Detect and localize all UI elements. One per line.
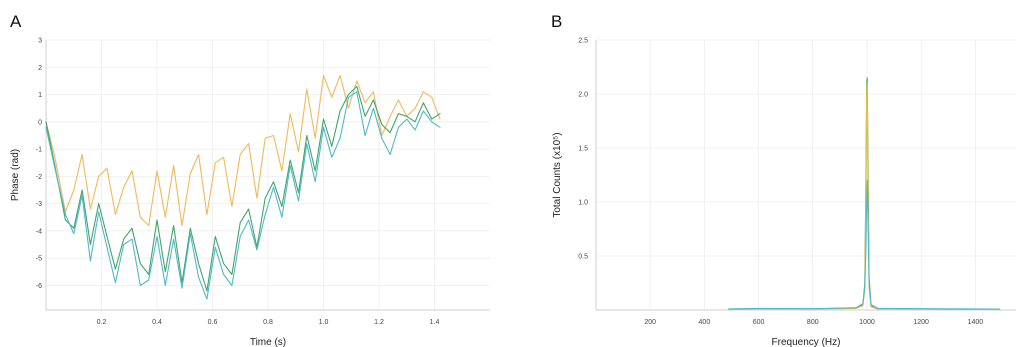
x-tick-label: 200 — [644, 319, 656, 326]
y-tick-label: -1 — [36, 147, 42, 154]
x-tick-label: 1.4 — [430, 319, 440, 326]
x-tick-label: 1200 — [913, 319, 929, 326]
y-tick-label: 0 — [38, 119, 42, 126]
series-line-3 — [728, 179, 1001, 310]
x-tick-label: 0.6 — [208, 319, 218, 326]
chart-b: 200 400 600 800 1000 1200 1400 2.5 2.0 1.5 1.0 0.5 F… — [552, 38, 1016, 347]
y-tick-label: 1.0 — [578, 200, 588, 207]
y-tick-label: 3 — [38, 38, 42, 45]
series-line-1 — [45, 74, 441, 227]
y-tick-label: -5 — [36, 256, 42, 263]
y-tick-label: 2 — [38, 65, 42, 72]
x-tick-label: 0.2 — [97, 319, 107, 326]
x-tick-label: 400 — [699, 319, 711, 326]
series-line-2 — [45, 85, 441, 292]
x-axis-title: Frequency (Hz) — [772, 337, 841, 347]
panel-b-label: B — [551, 12, 562, 31]
y-tick-label: -6 — [36, 283, 42, 290]
x-axis-title: Time (s) — [250, 337, 286, 347]
y-tick-label: 2.5 — [578, 38, 588, 45]
y-axis-title: Phase (rad) — [10, 149, 21, 201]
y-tick-label: 2.0 — [578, 92, 588, 99]
panel-a-label: A — [10, 12, 22, 31]
y-tick-label: -4 — [36, 228, 42, 235]
y-tick-label: 1.5 — [578, 146, 588, 153]
y-tick-label: 0.5 — [578, 254, 588, 261]
x-tick-label: 600 — [753, 319, 765, 326]
series-line-2 — [728, 82, 1001, 311]
x-tick-label: 800 — [807, 319, 819, 326]
chart-a: 0.2 0.4 0.6 0.8 1.0 1.2 1.4 3 2 1 0 -1 -2 -3 -4 -5 -6 Tim… — [10, 38, 490, 347]
y-tick-label: 1 — [38, 92, 42, 99]
series-line-1 — [728, 77, 1001, 311]
x-tick-label: 0.4 — [152, 319, 162, 326]
y-tick-label: -3 — [36, 201, 42, 208]
x-tick-label: 1000 — [859, 319, 875, 326]
x-tick-label: 0.8 — [263, 319, 273, 326]
x-tick-label: 1.2 — [374, 319, 384, 326]
series-line-3 — [45, 91, 441, 300]
y-tick-label: -2 — [36, 174, 42, 181]
x-tick-label: 1400 — [968, 319, 984, 326]
y-axis-title: Total Counts (x10⁵) — [552, 132, 563, 217]
x-tick-label: 1.0 — [319, 319, 329, 326]
